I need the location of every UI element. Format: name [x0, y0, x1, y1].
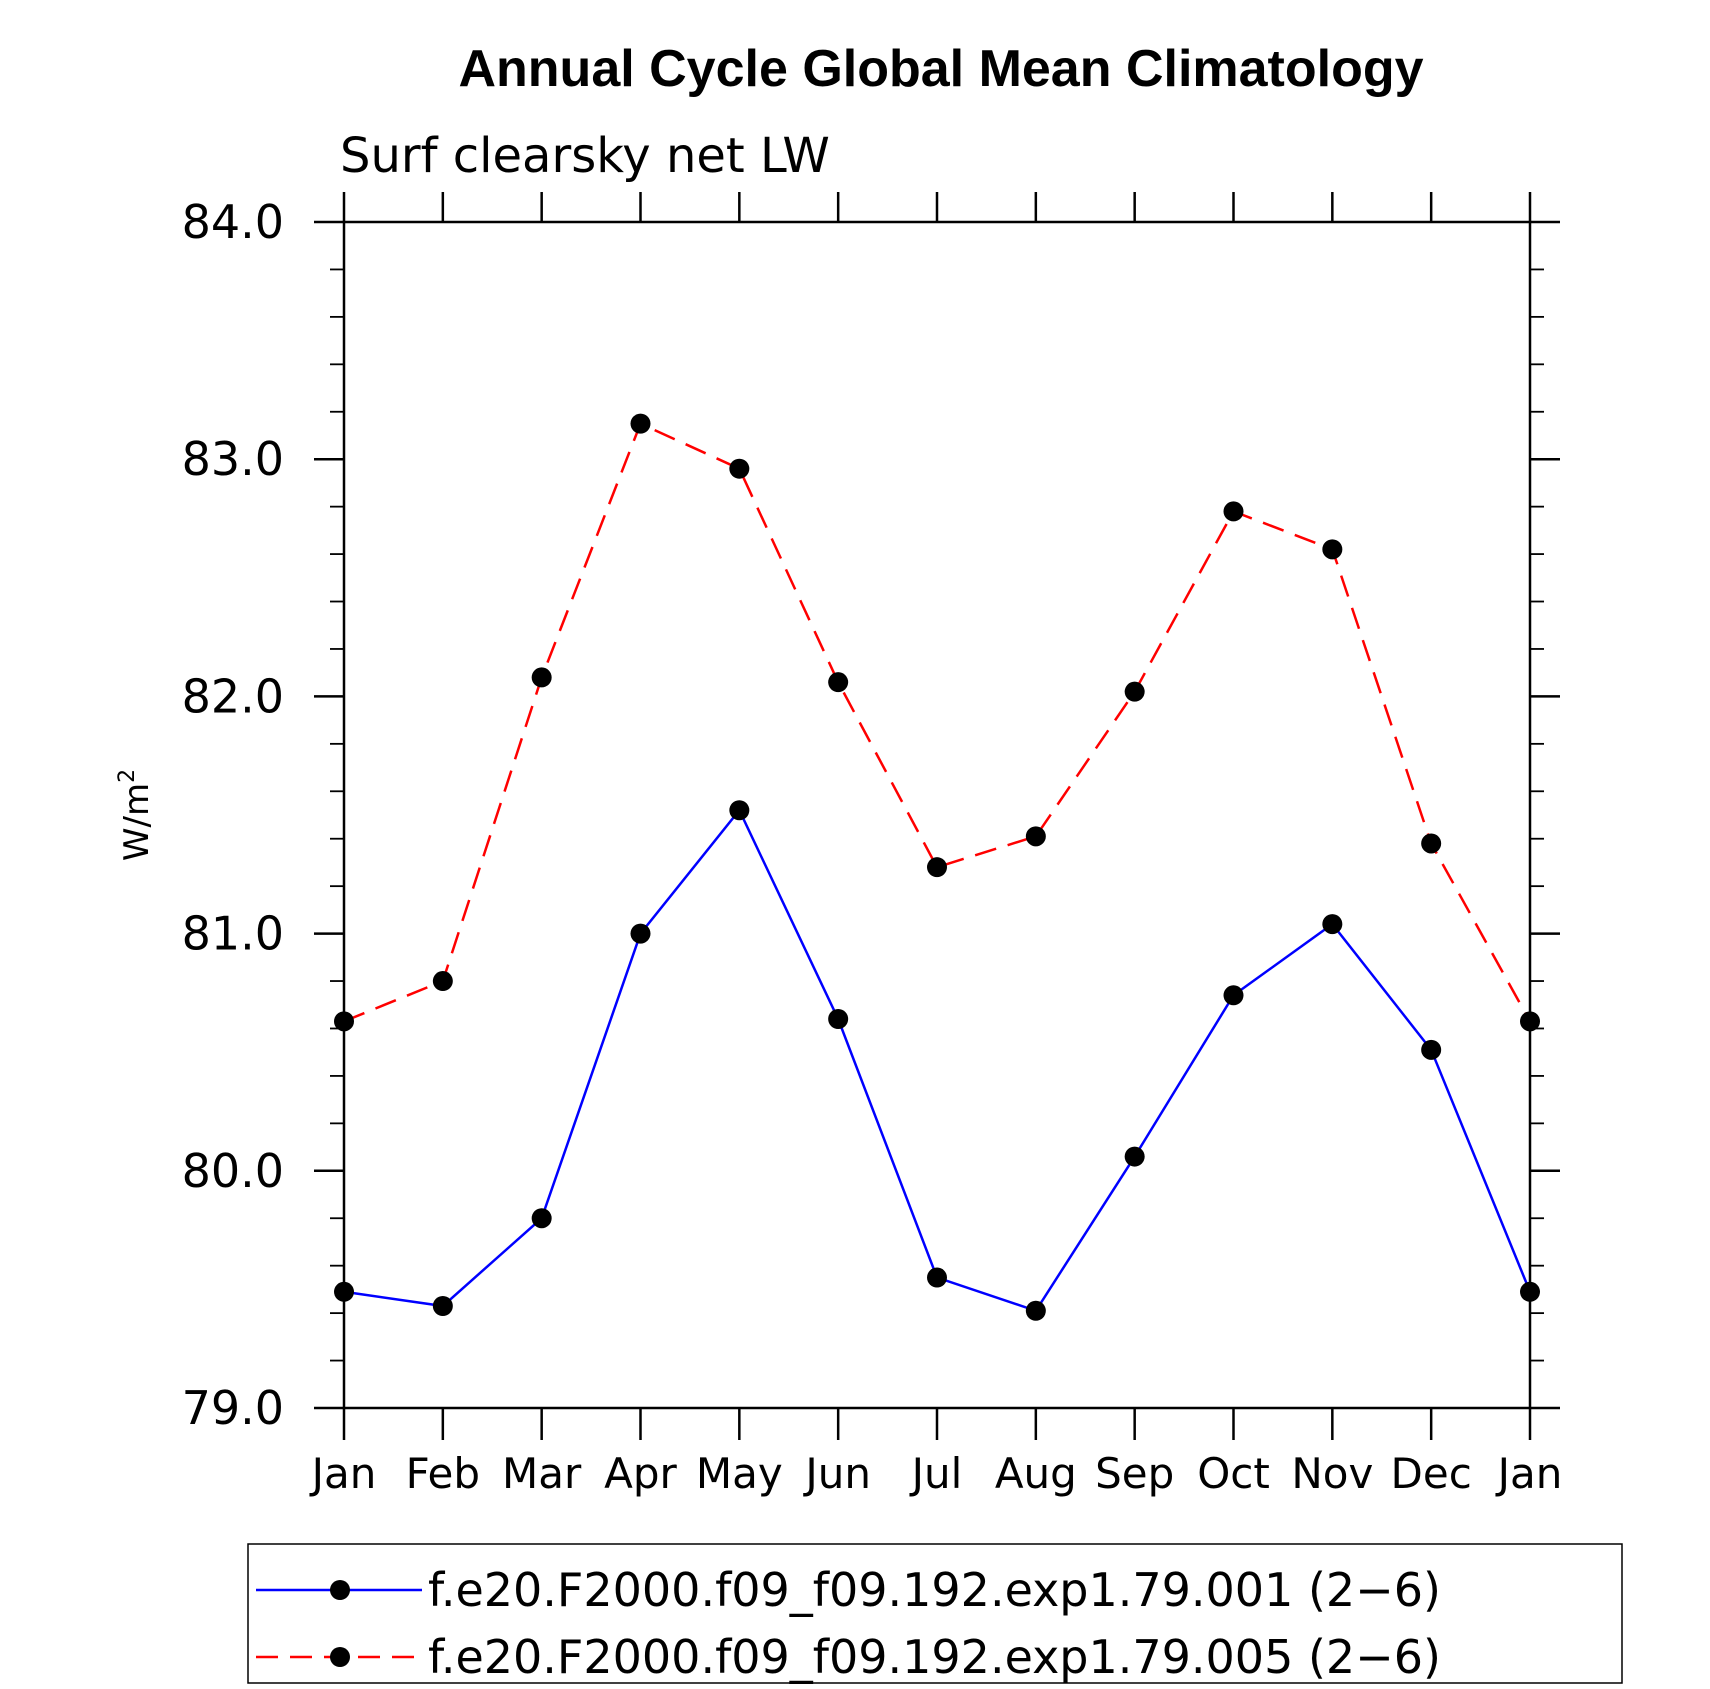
series-1-point	[1124, 1146, 1145, 1167]
series-1-point	[1421, 1039, 1442, 1060]
series-2-point	[1520, 1011, 1540, 1032]
series-1-point	[927, 1267, 947, 1288]
series-1-point	[630, 923, 651, 944]
series-2-point	[531, 667, 552, 688]
x-tick-label: Mar	[502, 1449, 582, 1498]
series-2-point	[927, 857, 947, 878]
series-1-point	[531, 1208, 552, 1229]
x-tick-label: Aug	[995, 1449, 1077, 1498]
series-1-point	[1322, 914, 1343, 935]
x-tick-label: Jan	[1495, 1449, 1563, 1498]
series-2-point	[432, 971, 453, 992]
x-tick-label: Jun	[802, 1449, 871, 1498]
legend: f.e20.F2000.f09_f09.192.exp1.79.001 (2−6…	[247, 1543, 1623, 1684]
series-1-point	[432, 1296, 453, 1317]
axis-ticks	[314, 192, 1560, 1440]
series-2-point	[828, 672, 849, 693]
series-1-point	[729, 800, 750, 821]
y-tick-label: 81.0	[182, 907, 284, 961]
plot-area-frame	[342, 220, 1532, 1410]
series-2-point	[1223, 501, 1244, 522]
series-line-2	[343, 421, 1532, 1023]
y-axis-label: W/m2	[115, 769, 157, 861]
legend-items: f.e20.F2000.f09_f09.192.exp1.79.001 (2−6…	[256, 1563, 1441, 1684]
x-tick-label: May	[696, 1449, 783, 1498]
chart-title: Annual Cycle Global Mean Climatology	[458, 40, 1423, 98]
svg-text:W/m2: W/m2	[115, 769, 157, 861]
series-1-point	[828, 1008, 849, 1029]
series-2-point	[1322, 539, 1343, 560]
y-tick-label: 84.0	[182, 195, 284, 249]
x-tick-label: Dec	[1391, 1449, 1472, 1498]
x-tick-label: Sep	[1095, 1449, 1174, 1498]
legend-box	[247, 1543, 1623, 1684]
series-2-point	[334, 1011, 354, 1032]
y-tick-label: 80.0	[182, 1144, 284, 1198]
x-tick-label: Nov	[1291, 1449, 1373, 1498]
x-tick-labels: Jan Feb Mar Apr May Jun Jul Aug Sep Oct Nov Dec Jan	[309, 1449, 1563, 1498]
x-tick-label: Jan	[309, 1449, 377, 1498]
y-tick-label: 83.0	[182, 432, 284, 486]
legend-label-1: f.e20.F2000.f09_f09.192.exp1.79.001 (2−6…	[428, 1563, 1441, 1617]
series-2-point	[1025, 826, 1046, 847]
series-1-point	[1223, 985, 1244, 1006]
y-tick-label: 82.0	[182, 669, 284, 723]
y-tick-labels: 79.0 80.0 81.0 82.0 83.0 84.0	[182, 195, 284, 1435]
series-2-point	[729, 458, 750, 479]
series-2-point	[1421, 833, 1442, 854]
series-1-point	[1520, 1281, 1540, 1302]
y-axis-label-superscript: 2	[115, 769, 140, 783]
series-line-1	[343, 807, 1532, 1313]
y-axis-label-text: W/m	[117, 783, 157, 861]
x-tick-label: Jul	[909, 1449, 963, 1498]
series-markers	[334, 413, 1540, 1321]
y-tick-label: 79.0	[182, 1381, 284, 1435]
x-tick-label: Apr	[604, 1449, 677, 1498]
series-2-point	[630, 413, 651, 434]
legend-marker-1	[330, 1580, 350, 1600]
series-1-point	[1025, 1300, 1046, 1321]
legend-marker-2	[330, 1647, 350, 1667]
chart-subtitle: Surf clearsky net LW	[340, 128, 830, 184]
series-2-point	[1124, 681, 1145, 702]
legend-label-2: f.e20.F2000.f09_f09.192.exp1.79.005 (2−6…	[428, 1630, 1441, 1684]
series-1-point	[334, 1281, 354, 1302]
x-tick-label: Feb	[406, 1449, 480, 1498]
x-tick-label: Oct	[1197, 1449, 1270, 1498]
